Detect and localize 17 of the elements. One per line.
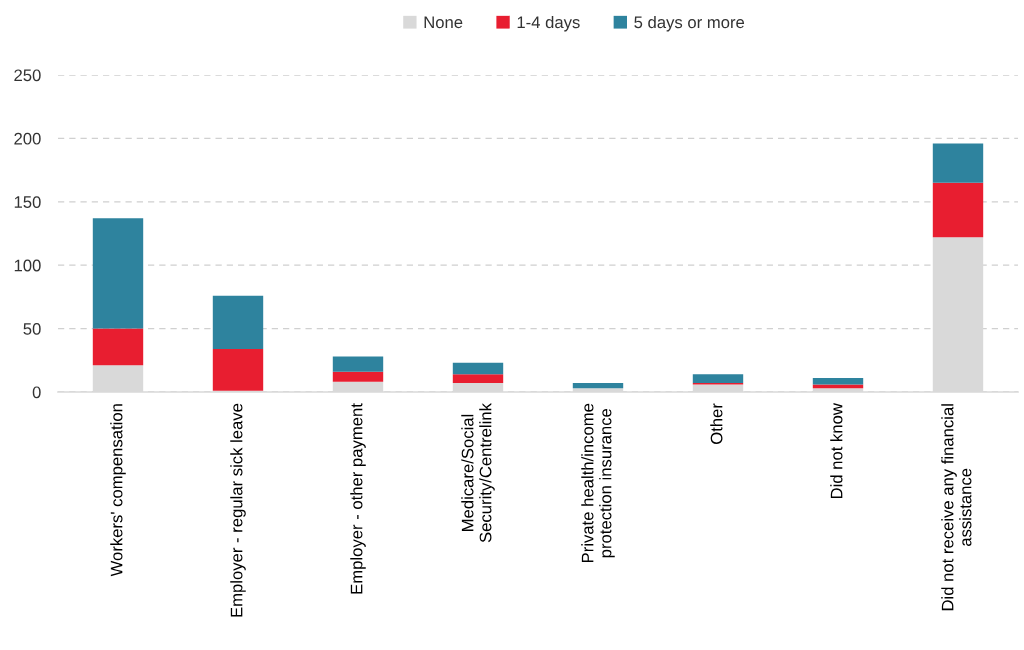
x-tick-label: Employer - regular sick leave [230, 403, 246, 617]
x-tick-label: Did not receive any financial assistance [941, 404, 972, 611]
y-tick-label: 200 [14, 132, 41, 145]
legend-label: 5 days or more [634, 15, 745, 32]
y-tick-label: 50 [23, 323, 41, 335]
x-tick-label: Workers' compensation [110, 404, 126, 577]
x-tick-label: Other [710, 403, 723, 444]
y-tick-label: 250 [14, 69, 41, 82]
x-tick-label: Employer - other payment [350, 403, 366, 594]
y-tick-label: 150 [14, 196, 41, 208]
legend-label: None [424, 16, 463, 29]
x-tick-label: Private health/income protection insurance [581, 403, 615, 562]
x-tick-label: Medicare/Social Security/Centrelink [461, 403, 495, 543]
y-tick-label: 100 [14, 259, 41, 272]
y-tick-label: 0 [32, 386, 41, 399]
x-tick-label: Did not know [830, 403, 843, 499]
legend-label: 1-4 days [517, 15, 580, 32]
